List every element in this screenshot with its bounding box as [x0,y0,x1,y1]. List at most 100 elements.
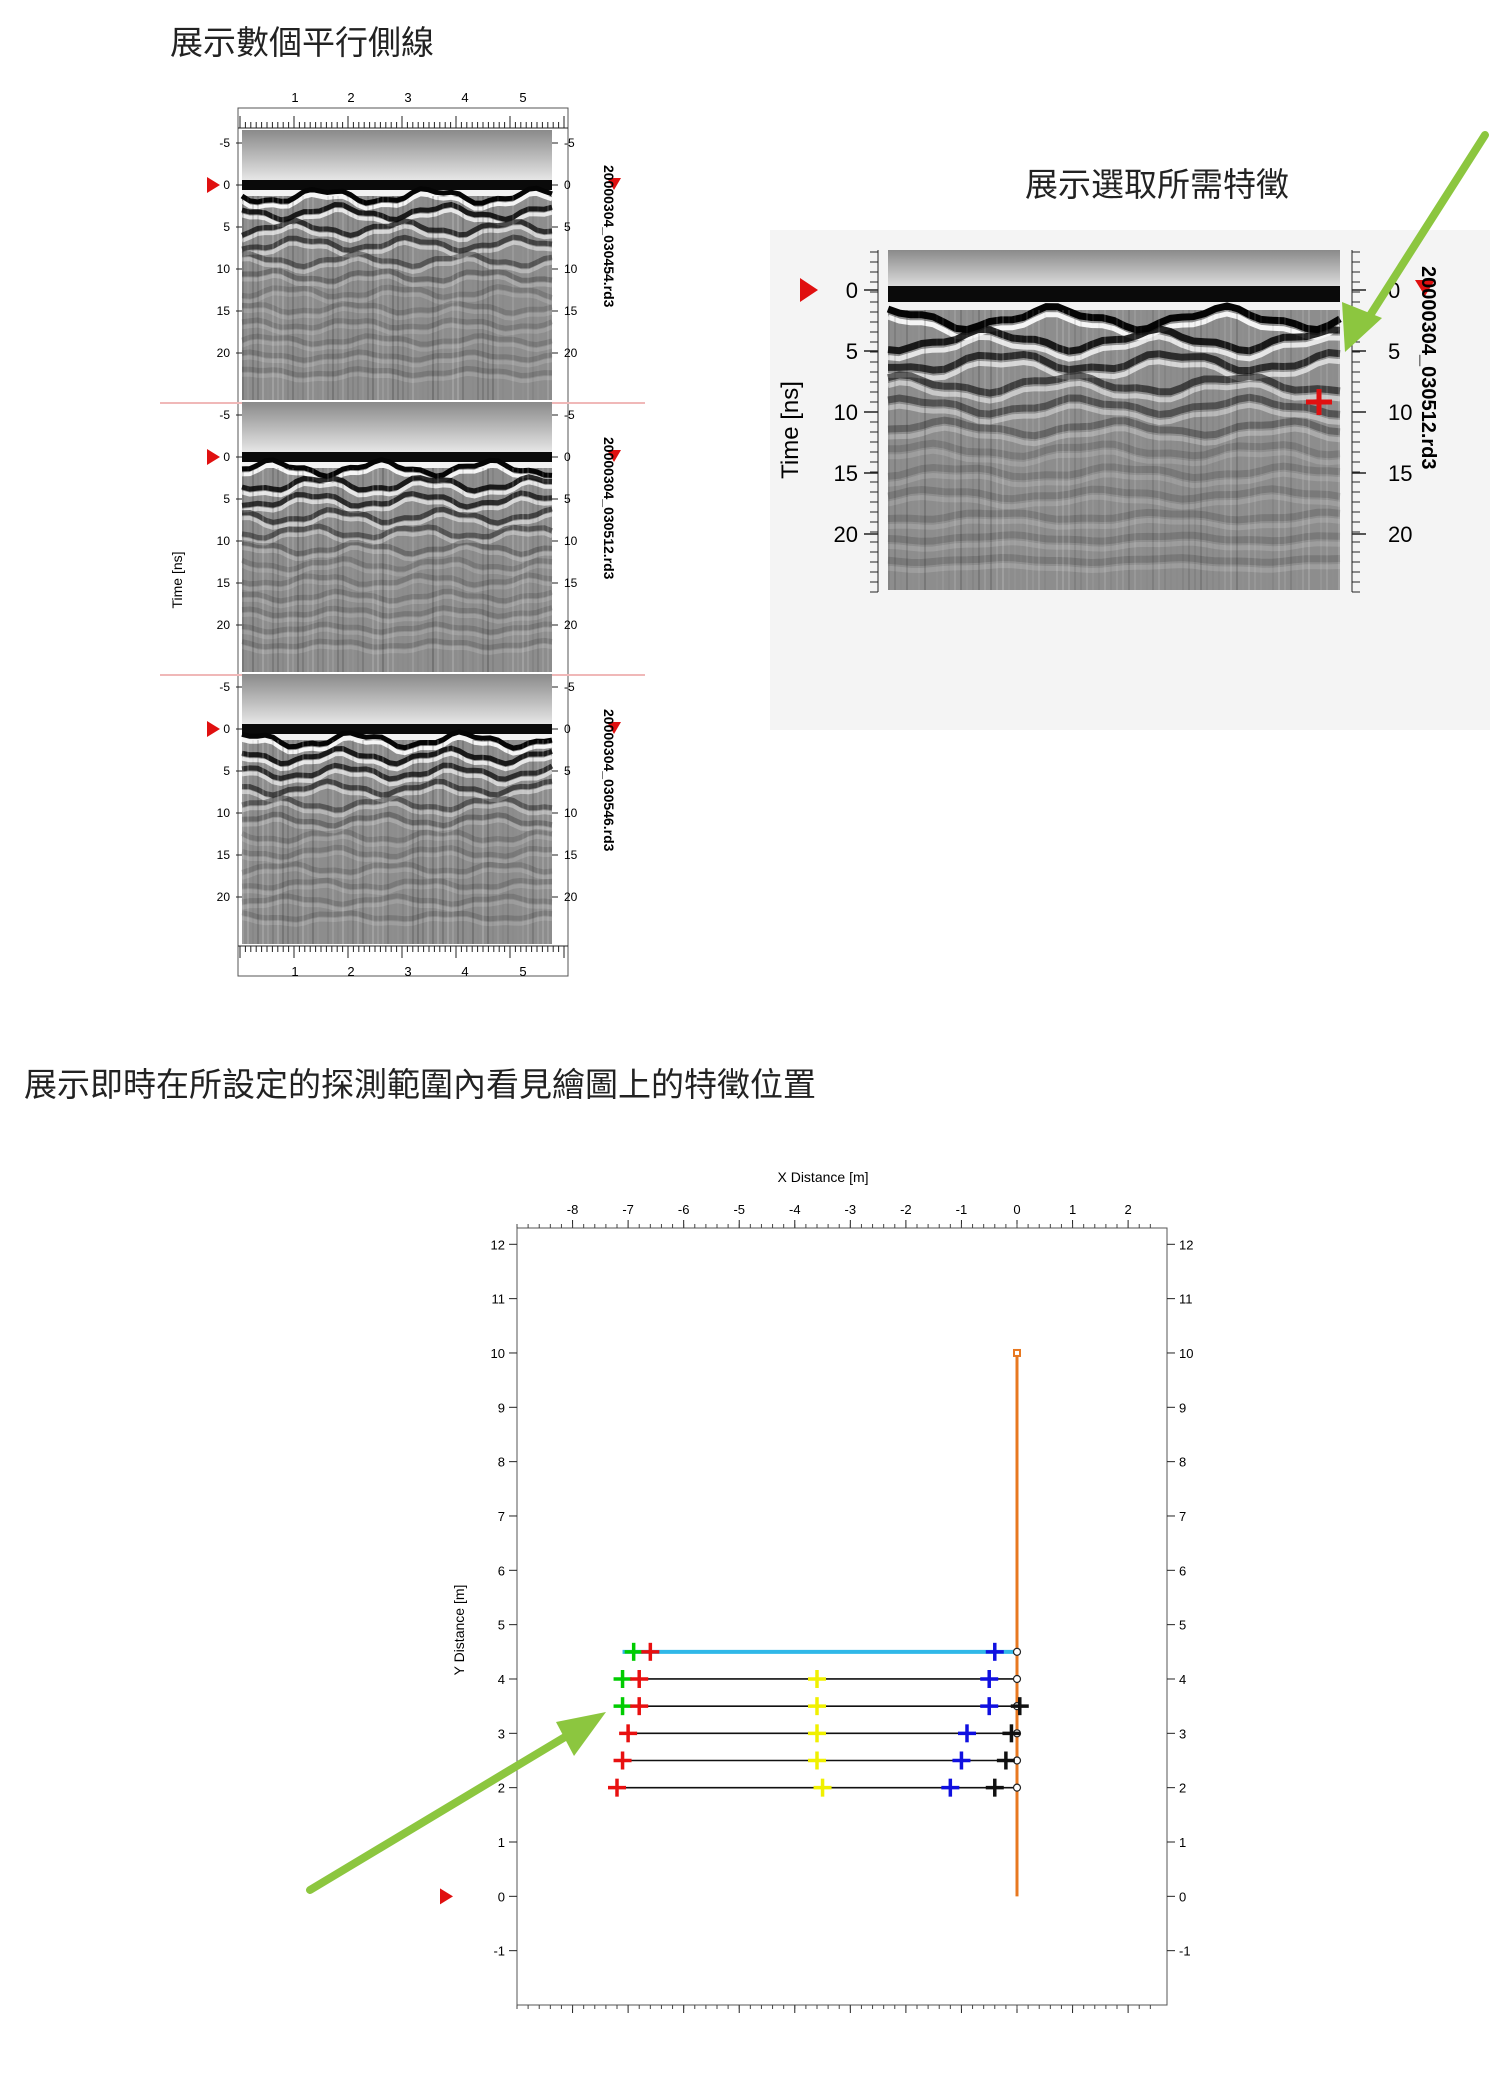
single-reflection-light [887,334,1341,362]
stack-panel: -5 -5 0 0 5 5 10 10 15 15 20 20 20000304_030454.rd3 [160,130,645,404]
radargram-reflection-dark [241,572,553,588]
radargram-reflection-dark [241,523,553,541]
radargram-texture [407,468,409,672]
stack-y-tick-right: 5 [564,764,571,778]
map-feature-cross [1002,1724,1021,1743]
radargram-texture [512,468,514,672]
single-reflection-dark [887,416,1341,440]
single-texture [1170,310,1172,590]
radargram-texture [502,740,504,944]
radargram-texture [302,468,304,672]
radargram-reflection-dark [241,778,553,798]
single-texture [1248,310,1250,590]
radargram-texture [487,468,489,672]
radargram-texture [292,468,294,672]
radargram-texture [472,196,474,400]
radargram-reflection-light [241,578,553,593]
radargram-texture [372,196,374,400]
radargram-texture [242,468,244,672]
radargram-texture [452,740,454,944]
radargram-texture [417,740,419,944]
map-feature-cross [624,1642,643,1661]
radargram-texture [352,468,354,672]
map-feature-cross [613,1669,632,1688]
radargram-texture [267,740,269,944]
stack-y-tick-right: 15 [564,848,578,862]
single-file-label: 20000304_030512.rd3 [1417,266,1439,470]
single-reflection-dark [887,485,1341,503]
map-x-tick-top: -1 [956,1202,968,1217]
stack-bottom-tick: 5 [519,964,526,979]
radargram-reflection-light [240,191,553,211]
radargram-texture [267,196,269,400]
stack-y-tick-right: 15 [564,576,578,590]
stack-y-tick-left: -5 [219,680,230,694]
radargram-reflection-dark [241,474,553,494]
single-direct-wave [888,286,1340,302]
stack-y-tick-left: 0 [223,722,230,736]
stack-top-tick: 4 [461,90,468,105]
single-image [886,250,1342,590]
single-texture [894,310,896,590]
radargram-texture [512,196,514,400]
map-feature-cross [613,1751,632,1770]
radargram-reflection-light [241,883,553,896]
single-texture [1152,310,1154,590]
radargram-texture [487,740,489,944]
radargram-reflection-dark [241,333,553,348]
single-texture [1194,310,1196,590]
radargram-reflection-light [241,463,553,484]
map-feature-cross [613,1697,632,1716]
stack-top-tick: 3 [404,90,411,105]
radargram-texture [312,196,314,400]
radargram-reflection-dark [241,621,553,635]
radargram-texture [287,468,289,672]
map-y-tick-right: 6 [1179,1563,1186,1578]
stack-y-tick-left: 10 [217,534,231,548]
single-texture [1116,310,1118,590]
radargram-texture [377,196,379,400]
radargram-texture [457,196,459,400]
radargram-reflection-dark [241,795,553,813]
radargram-reflection-light [241,223,553,243]
radargram-texture [447,468,449,672]
radargram-texture [422,740,424,944]
radargram-reflection-dark [241,349,553,363]
map-y-tick-right: 7 [1179,1509,1186,1524]
radargram-texture [457,740,459,944]
stack-y-tick-right: 10 [564,262,578,276]
radargram-texture [247,740,249,944]
radargram-reflection-dark [241,745,553,767]
single-y-tick-left: 10 [834,400,858,425]
map-y-tick-left: 0 [498,1889,505,1904]
radargram-texture [352,740,354,944]
single-reflection-dark [888,349,1341,374]
single-texture [990,310,992,590]
stack-y-tick-right: 10 [564,534,578,548]
radargram-texture [472,740,474,944]
map-y-tick-right: 10 [1179,1346,1193,1361]
map-x-tick-bottom: -5 [733,2019,745,2020]
radargram-reflection-dark [241,605,553,619]
radargram-texture [452,468,454,672]
radargram-texture [412,740,414,944]
single-texture [1146,310,1148,590]
radargram-texture [502,196,504,400]
radargram-texture [532,740,534,944]
single-texture [1068,310,1070,590]
radargram-texture [512,740,514,944]
stack-y-tick-right: 0 [564,722,571,736]
radargram-texture [262,740,264,944]
radargram-texture [357,468,359,672]
radargram-reflection-dark [241,637,553,650]
single-texture [1140,310,1142,590]
single-texture [1236,310,1238,590]
single-texture [1224,310,1226,590]
radargram-texture [312,740,314,944]
single-texture [996,310,998,590]
map-y-tick-right: 2 [1179,1781,1186,1796]
radargram-reflection-light [241,899,553,912]
single-texture [1098,310,1100,590]
single-y-tick-left: 15 [834,461,858,486]
radargram-reflection-light [241,562,553,578]
